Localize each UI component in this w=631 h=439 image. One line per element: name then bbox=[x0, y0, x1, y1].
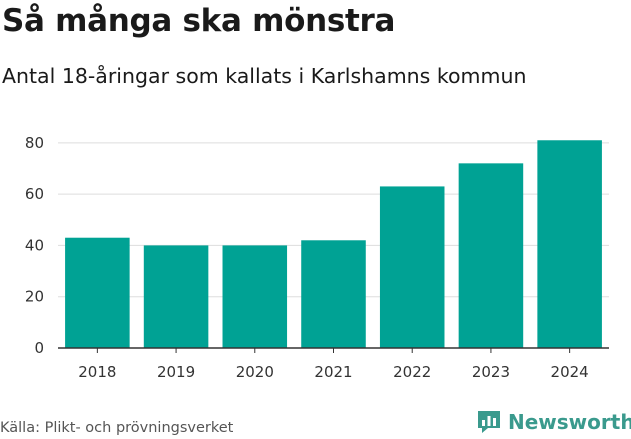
x-tick-label: 2022 bbox=[393, 363, 431, 381]
x-tick-label: 2020 bbox=[236, 363, 274, 381]
bar bbox=[65, 237, 130, 348]
bar bbox=[143, 245, 209, 348]
x-tick-label: 2021 bbox=[314, 363, 352, 381]
bar-chart-logo-icon bbox=[478, 411, 500, 433]
y-tick-label: 20 bbox=[25, 288, 44, 306]
x-tick-label: 2018 bbox=[78, 363, 116, 381]
bar bbox=[301, 240, 366, 348]
x-tick-labels: 2018 2019 2020 2021 2022 2023 2024 bbox=[78, 363, 588, 381]
brand-logo: Newsworthy bbox=[476, 407, 631, 437]
bars bbox=[65, 140, 602, 348]
y-tick-label: 60 bbox=[25, 185, 44, 203]
chart-subtitle: Antal 18-åringar som kallats i Karlshamn… bbox=[2, 64, 527, 88]
x-tick-label: 2023 bbox=[472, 363, 510, 381]
bar bbox=[458, 163, 524, 348]
bar bbox=[379, 186, 445, 348]
y-tick-label: 80 bbox=[25, 134, 44, 152]
bar bbox=[222, 245, 288, 348]
y-tick-label: 0 bbox=[34, 339, 44, 357]
chart-title: Så många ska mönstra bbox=[2, 3, 396, 39]
bar-chart: 0 20 40 60 80 2018 2019 2020 2021 2022 2023 2024 bbox=[25, 134, 609, 381]
x-tick-label: 2019 bbox=[157, 363, 195, 381]
x-axis bbox=[58, 347, 609, 353]
y-tick-labels: 0 20 40 60 80 bbox=[25, 134, 44, 357]
bar bbox=[537, 140, 602, 348]
y-tick-label: 40 bbox=[25, 236, 44, 254]
x-tick-label: 2024 bbox=[551, 363, 589, 381]
source-note: Källa: Plikt- och prövningsverket bbox=[0, 420, 234, 436]
brand-name: Newsworthy bbox=[508, 410, 631, 434]
